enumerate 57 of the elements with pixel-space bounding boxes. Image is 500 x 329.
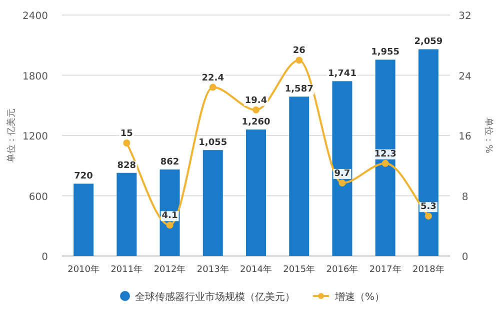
data-label: 1,055 bbox=[198, 138, 228, 148]
point bbox=[382, 160, 389, 167]
y-tick-label: 2400 bbox=[22, 11, 48, 22]
y2-axis-title: 单位：% bbox=[483, 118, 494, 154]
y-tick-label: 1200 bbox=[22, 132, 48, 142]
bar bbox=[116, 172, 137, 256]
point bbox=[424, 212, 432, 220]
data-label: 1,955 bbox=[371, 48, 400, 58]
point bbox=[338, 179, 346, 186]
data-label: 9.7 bbox=[334, 168, 350, 179]
y2-tick-label: 8 bbox=[462, 192, 468, 203]
point bbox=[296, 56, 303, 64]
x-tick-label: 2016年 bbox=[326, 264, 358, 275]
bar bbox=[160, 169, 180, 256]
y-axis-title: 单位：亿美元 bbox=[6, 108, 17, 162]
x-tick-label: 2010年 bbox=[68, 264, 100, 275]
y-tick-label: 1800 bbox=[22, 71, 48, 82]
data-label: 5.3 bbox=[420, 202, 436, 212]
legend-label: 增速（%） bbox=[334, 291, 385, 303]
x-tick-label: 2014年 bbox=[240, 264, 272, 275]
point bbox=[123, 140, 130, 147]
x-tick-label: 2015年 bbox=[283, 264, 316, 275]
bar bbox=[375, 60, 396, 256]
x-tick-label: 2018年 bbox=[412, 264, 444, 275]
data-label: 26 bbox=[292, 46, 306, 56]
point bbox=[166, 222, 174, 229]
data-label: 828 bbox=[117, 160, 136, 171]
data-label: 1,587 bbox=[284, 84, 314, 95]
bar bbox=[289, 96, 310, 256]
data-label: 22.4 bbox=[202, 73, 224, 84]
y2-tick-label: 16 bbox=[458, 132, 472, 142]
bar bbox=[332, 81, 352, 256]
x-tick-label: 2017年 bbox=[369, 264, 402, 275]
data-label: 2,059 bbox=[414, 37, 443, 48]
y2-tick-label: 0 bbox=[462, 252, 468, 263]
bar bbox=[74, 184, 94, 256]
bar bbox=[418, 49, 438, 256]
data-label: 720 bbox=[74, 172, 93, 182]
legend-label: 全球传感器行业市场规模（亿美元） bbox=[135, 291, 295, 303]
y-tick-label: 0 bbox=[42, 252, 48, 263]
y2-tick-label: 24 bbox=[458, 71, 472, 82]
data-label: 19.4 bbox=[244, 96, 268, 106]
data-label: 862 bbox=[160, 157, 180, 168]
bar bbox=[202, 150, 223, 256]
data-label: 12.3 bbox=[374, 149, 396, 160]
bar bbox=[246, 129, 266, 256]
data-label: 1,260 bbox=[242, 117, 270, 128]
point bbox=[209, 84, 216, 91]
data-label: 4.1 bbox=[162, 211, 178, 222]
x-tick-label: 2011年 bbox=[110, 264, 143, 275]
x-tick-label: 2013年 bbox=[196, 264, 229, 275]
point bbox=[252, 106, 260, 114]
y-tick-label: 600 bbox=[28, 192, 48, 203]
data-label: 1,741 bbox=[328, 69, 356, 80]
data-label: 15 bbox=[120, 129, 133, 140]
x-tick-label: 2012年 bbox=[154, 264, 186, 275]
y2-tick-label: 32 bbox=[458, 11, 472, 22]
